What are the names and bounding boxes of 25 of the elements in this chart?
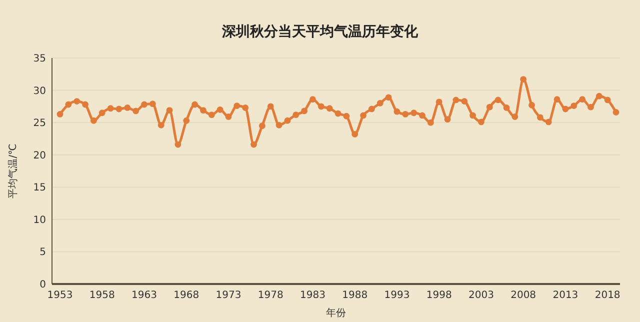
- y-tick-label: 30: [33, 86, 46, 97]
- x-tick-label: 1958: [89, 290, 115, 301]
- x-tick-label: 1953: [47, 290, 73, 301]
- x-tick-label: 1963: [132, 290, 157, 301]
- x-tick-label: 2003: [468, 290, 494, 301]
- x-tick-label: 2008: [510, 290, 536, 301]
- y-axis-title: 平均气温/℃: [7, 144, 19, 198]
- y-tick-label: 25: [33, 118, 46, 130]
- y-tick-label: 35: [33, 54, 46, 64]
- x-tick-label: 2018: [594, 290, 620, 301]
- x-tick-label: 1993: [384, 290, 410, 301]
- y-tick-label: 20: [33, 150, 46, 162]
- x-axis-title: 年份: [326, 307, 346, 319]
- y-tick-label: 0: [40, 280, 46, 290]
- x-tick-label: 2013: [552, 290, 578, 301]
- x-tick-label: 1968: [174, 290, 200, 301]
- y-tick-label: 15: [33, 182, 46, 194]
- chart-title: 深圳秋分当天平均气温历年变化: [221, 23, 419, 40]
- x-tick-label: 1988: [342, 290, 368, 301]
- x-tick-label: 1983: [300, 290, 326, 301]
- x-tick-label: 1973: [216, 290, 242, 301]
- x-tick-label: 1978: [258, 290, 284, 301]
- y-tick-label: 10: [33, 214, 46, 226]
- x-tick-label: 1998: [426, 290, 452, 301]
- y-tick-label: 5: [40, 247, 46, 258]
